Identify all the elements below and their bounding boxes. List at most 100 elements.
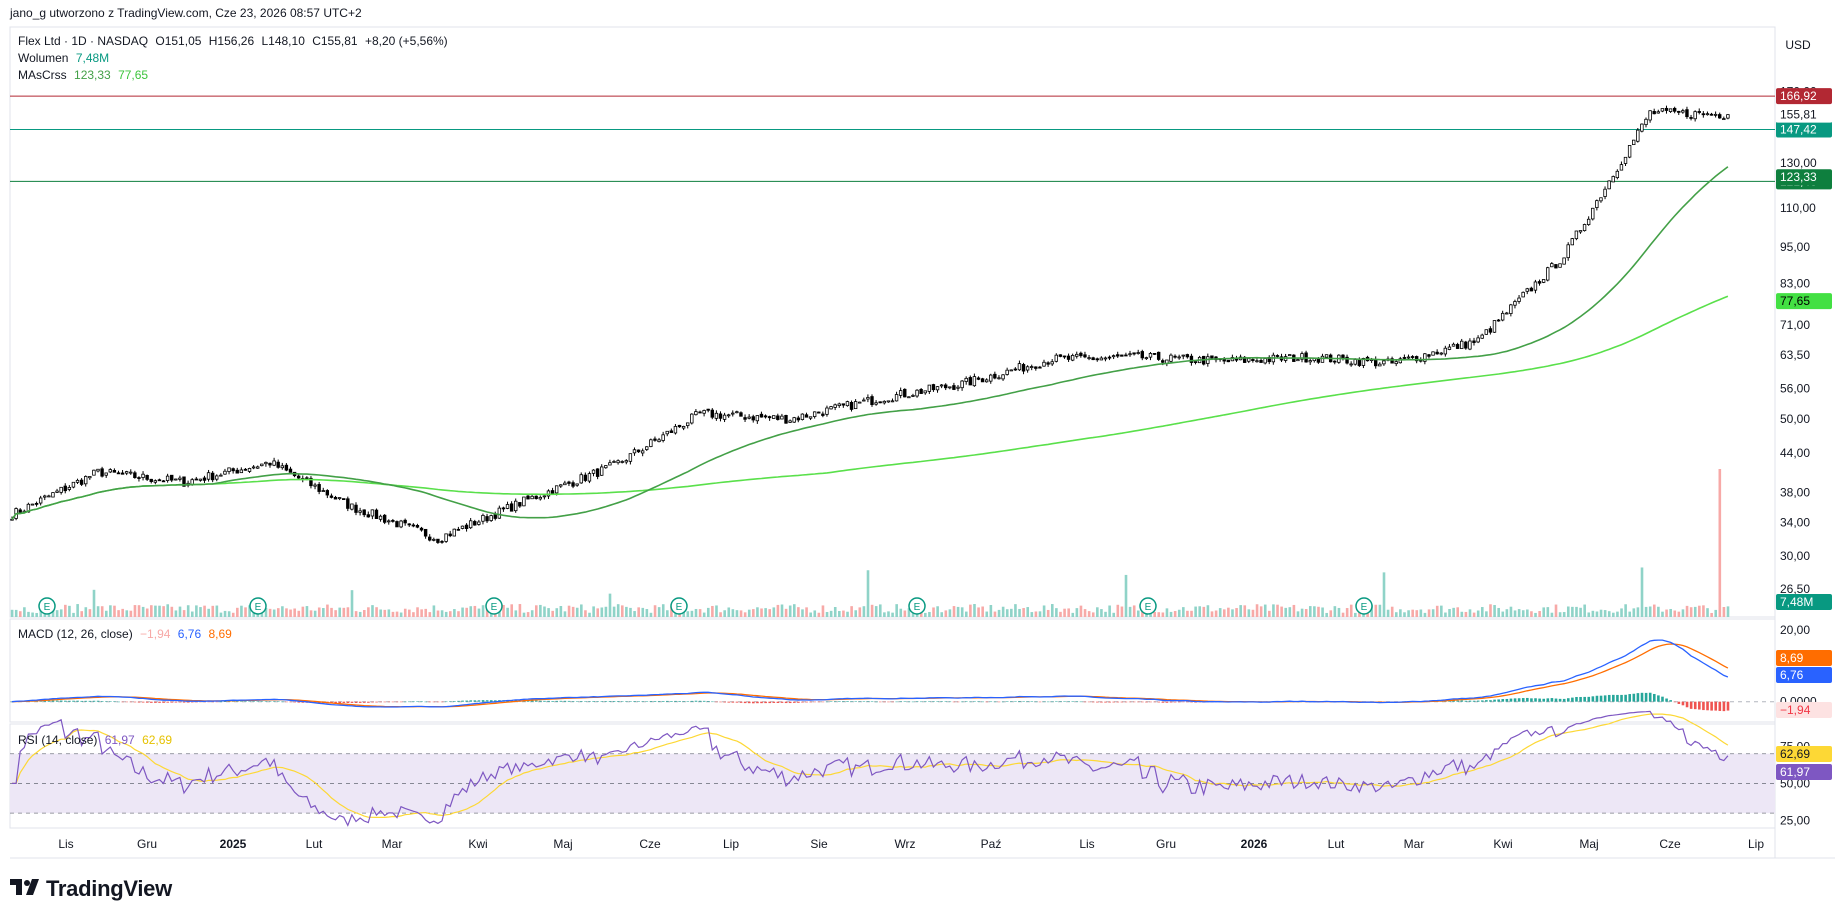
volume-bar — [387, 609, 391, 617]
candle-body — [1562, 257, 1566, 265]
candle-body — [997, 377, 1001, 380]
earnings-marker[interactable]: E — [1355, 597, 1373, 615]
candle-body — [1443, 347, 1448, 355]
earnings-marker[interactable]: E — [1139, 597, 1157, 615]
symbol-label[interactable]: Flex Ltd · 1D · NASDAQ — [18, 34, 149, 48]
time-tick-label: Kwi — [468, 837, 487, 851]
macd-signal-line[interactable] — [11, 643, 1729, 708]
rsi-line[interactable] — [12, 710, 1729, 827]
macd-hist-bar — [1550, 698, 1554, 702]
macd-hist-bar — [641, 701, 645, 702]
volume-bar — [1268, 610, 1271, 617]
macd-hist-bar — [260, 701, 264, 702]
price-pane[interactable] — [9, 26, 1776, 618]
candle-body — [284, 464, 289, 471]
macd-hist-bar — [244, 701, 247, 702]
currency-button[interactable]: USD — [1778, 34, 1818, 56]
price-tick-label: 56,00 — [1780, 382, 1810, 396]
macd-hist-bar — [1665, 698, 1668, 702]
candle-body — [1726, 114, 1730, 119]
earnings-marker[interactable]: E — [249, 597, 267, 615]
macd-hist-bar — [1157, 701, 1161, 703]
candle-body — [247, 468, 252, 472]
macd-pane[interactable] — [9, 618, 1776, 723]
macd-hist-value: −1,94 — [140, 627, 171, 641]
macd-hist-bar — [1681, 701, 1685, 706]
volume-bar — [1542, 607, 1546, 617]
volume-bar — [489, 611, 493, 617]
candle-body — [1402, 357, 1407, 359]
volume-bar — [829, 610, 833, 617]
candle-body — [862, 399, 866, 402]
mas-label[interactable]: MAsCrss — [18, 68, 67, 82]
macd-hist-bar — [813, 701, 817, 703]
volume-bar — [1186, 610, 1189, 617]
time-tick-label: Lut — [1328, 837, 1345, 851]
volume-bar — [170, 606, 174, 617]
macd-hist-bar — [379, 701, 382, 703]
volume-bar — [1100, 609, 1103, 617]
macd-hist-bar — [43, 700, 47, 702]
earnings-marker[interactable]: E — [485, 597, 503, 615]
candle-body — [759, 413, 764, 418]
volume-bar — [121, 608, 124, 617]
macd-hist-bar — [219, 701, 223, 703]
earnings-marker[interactable]: E — [908, 597, 926, 615]
macd-hist-bar — [563, 700, 567, 702]
candle-body — [1070, 355, 1075, 361]
macd-hist-bar — [973, 701, 976, 702]
candle-body — [1066, 355, 1071, 360]
volume-bar — [625, 606, 628, 617]
earnings-marker[interactable]: E — [38, 597, 56, 615]
volume-legend: Wolumen 7,48M — [18, 51, 113, 65]
volume-bar — [883, 612, 886, 617]
candle-body — [1586, 218, 1591, 225]
candle-body — [1111, 355, 1116, 358]
macd-hist-bar — [1558, 698, 1562, 702]
candle-body — [1554, 264, 1558, 269]
volume-label[interactable]: Wolumen — [18, 51, 69, 65]
macd-hist-bar — [887, 701, 890, 703]
macd-hist-bar — [629, 701, 632, 702]
macd-hist-bar — [567, 700, 571, 702]
candle-body — [452, 528, 456, 537]
candle-body — [1537, 281, 1542, 284]
candle-body — [124, 471, 129, 474]
macd-hist-bar — [1145, 701, 1148, 703]
volume-bar — [1079, 605, 1083, 617]
volume-bar — [997, 609, 1001, 617]
volume-bar — [1300, 608, 1304, 617]
brand[interactable]: TradingView — [10, 876, 172, 902]
price-tick-label: 44,00 — [1780, 446, 1810, 460]
macd-label[interactable]: MACD (12, 26, close) — [18, 627, 133, 641]
volume-bar — [1071, 612, 1075, 617]
candle-body — [1472, 340, 1476, 343]
candle-body — [1431, 351, 1435, 356]
volume-bar — [362, 609, 366, 617]
candle-body — [1623, 156, 1628, 164]
rsi-label[interactable]: RSI (14, close) — [18, 733, 98, 747]
volume-bar — [485, 606, 489, 617]
macd-hist-bar — [1034, 701, 1038, 703]
ma-slow-line[interactable] — [11, 295, 1729, 520]
candle-body — [1517, 297, 1521, 302]
volume-bar — [1349, 604, 1353, 617]
volume-bar — [809, 612, 812, 617]
volume-bar — [1673, 610, 1677, 617]
macd-hist-bar — [1100, 701, 1103, 703]
candle-body — [743, 417, 747, 420]
candle-body — [698, 411, 702, 414]
earnings-marker[interactable]: E — [670, 597, 688, 615]
ma-fast-line[interactable] — [11, 166, 1729, 520]
macd-line[interactable] — [11, 639, 1729, 708]
volume-bar — [842, 610, 845, 617]
candle-body — [1079, 352, 1083, 357]
macd-hist-bar — [551, 701, 554, 702]
macd-line-tag: 6,76 — [1776, 667, 1832, 683]
macd-hist-bar — [694, 700, 698, 702]
macd-hist-bar — [1554, 698, 1558, 702]
candle-body — [1685, 109, 1689, 118]
macd-hist-bar — [747, 701, 751, 704]
macd-hist-bar — [231, 701, 235, 702]
